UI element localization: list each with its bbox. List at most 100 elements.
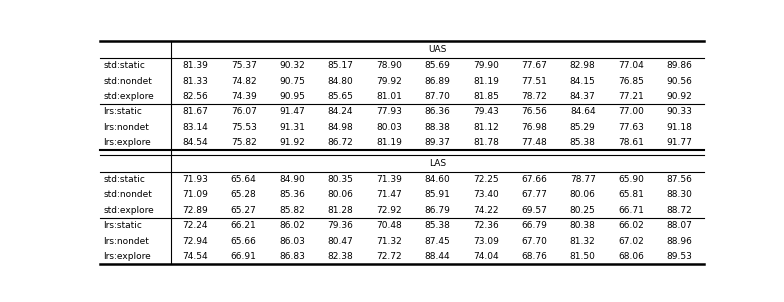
- Text: 65.27: 65.27: [230, 206, 256, 215]
- Text: 84.80: 84.80: [328, 77, 354, 85]
- Text: std:nondet: std:nondet: [103, 190, 152, 199]
- Text: 81.39: 81.39: [183, 61, 209, 70]
- Text: 86.83: 86.83: [279, 252, 305, 261]
- Text: 74.54: 74.54: [183, 252, 208, 261]
- Text: 75.37: 75.37: [230, 61, 256, 70]
- Text: 88.96: 88.96: [666, 236, 692, 246]
- Text: lrs:explore: lrs:explore: [103, 252, 151, 261]
- Text: 80.47: 80.47: [328, 236, 354, 246]
- Text: 75.53: 75.53: [230, 123, 256, 132]
- Text: 85.38: 85.38: [570, 138, 596, 147]
- Text: 90.95: 90.95: [279, 92, 305, 101]
- Text: 71.93: 71.93: [183, 175, 209, 184]
- Text: 84.24: 84.24: [328, 108, 354, 116]
- Text: 84.15: 84.15: [570, 77, 596, 85]
- Text: 91.77: 91.77: [666, 138, 692, 147]
- Text: 90.75: 90.75: [279, 77, 305, 85]
- Text: 77.51: 77.51: [521, 77, 547, 85]
- Text: 72.72: 72.72: [376, 252, 402, 261]
- Text: 91.92: 91.92: [279, 138, 305, 147]
- Text: 85.38: 85.38: [424, 221, 450, 230]
- Text: 86.02: 86.02: [279, 221, 305, 230]
- Text: 77.93: 77.93: [376, 108, 402, 116]
- Text: 89.53: 89.53: [666, 252, 692, 261]
- Text: 87.56: 87.56: [666, 175, 692, 184]
- Text: 85.82: 85.82: [279, 206, 305, 215]
- Text: 81.78: 81.78: [473, 138, 499, 147]
- Text: 72.36: 72.36: [473, 221, 499, 230]
- Text: std:static: std:static: [103, 61, 145, 70]
- Text: std:static: std:static: [103, 175, 145, 184]
- Text: 76.98: 76.98: [521, 123, 547, 132]
- Text: 71.09: 71.09: [183, 190, 209, 199]
- Text: 84.64: 84.64: [570, 108, 596, 116]
- Text: 81.28: 81.28: [328, 206, 354, 215]
- Text: 68.76: 68.76: [521, 252, 547, 261]
- Text: lrs:nondet: lrs:nondet: [103, 236, 149, 246]
- Text: 88.30: 88.30: [666, 190, 692, 199]
- Text: 66.02: 66.02: [619, 221, 644, 230]
- Text: 66.71: 66.71: [619, 206, 644, 215]
- Text: 74.04: 74.04: [473, 252, 499, 261]
- Text: 84.98: 84.98: [328, 123, 354, 132]
- Text: 81.85: 81.85: [473, 92, 499, 101]
- Text: 74.39: 74.39: [230, 92, 256, 101]
- Text: 78.72: 78.72: [521, 92, 547, 101]
- Text: 91.31: 91.31: [279, 123, 305, 132]
- Text: 79.90: 79.90: [473, 61, 499, 70]
- Text: 67.02: 67.02: [619, 236, 644, 246]
- Text: 68.06: 68.06: [619, 252, 644, 261]
- Text: lrs:static: lrs:static: [103, 108, 142, 116]
- Text: 65.28: 65.28: [230, 190, 256, 199]
- Text: 89.86: 89.86: [666, 61, 692, 70]
- Text: 67.77: 67.77: [521, 190, 547, 199]
- Text: 72.25: 72.25: [473, 175, 499, 184]
- Text: lrs:static: lrs:static: [103, 221, 142, 230]
- Text: 82.56: 82.56: [183, 92, 209, 101]
- Text: 90.32: 90.32: [279, 61, 305, 70]
- Text: 85.65: 85.65: [328, 92, 354, 101]
- Text: 86.03: 86.03: [279, 236, 305, 246]
- Text: 91.47: 91.47: [279, 108, 305, 116]
- Text: 74.82: 74.82: [231, 77, 256, 85]
- Text: 86.79: 86.79: [424, 206, 450, 215]
- Text: 73.40: 73.40: [473, 190, 499, 199]
- Text: 79.43: 79.43: [473, 108, 499, 116]
- Text: 88.38: 88.38: [424, 123, 450, 132]
- Text: 84.37: 84.37: [570, 92, 596, 101]
- Text: LAS: LAS: [429, 159, 446, 168]
- Text: 78.61: 78.61: [619, 138, 644, 147]
- Text: 77.48: 77.48: [521, 138, 547, 147]
- Text: 90.56: 90.56: [666, 77, 692, 85]
- Text: 86.72: 86.72: [328, 138, 354, 147]
- Text: 84.60: 84.60: [425, 175, 450, 184]
- Text: 72.24: 72.24: [183, 221, 208, 230]
- Text: 85.69: 85.69: [424, 61, 450, 70]
- Text: 71.32: 71.32: [376, 236, 402, 246]
- Text: 78.77: 78.77: [570, 175, 596, 184]
- Text: 65.64: 65.64: [230, 175, 256, 184]
- Text: 81.32: 81.32: [570, 236, 596, 246]
- Text: 83.14: 83.14: [183, 123, 209, 132]
- Text: lrs:nondet: lrs:nondet: [103, 123, 149, 132]
- Text: 85.29: 85.29: [570, 123, 596, 132]
- Text: 90.92: 90.92: [666, 92, 692, 101]
- Text: 67.66: 67.66: [521, 175, 547, 184]
- Text: 79.36: 79.36: [328, 221, 354, 230]
- Text: 80.25: 80.25: [570, 206, 596, 215]
- Text: 72.92: 72.92: [376, 206, 402, 215]
- Text: 77.04: 77.04: [619, 61, 644, 70]
- Text: 69.57: 69.57: [521, 206, 547, 215]
- Text: 81.12: 81.12: [473, 123, 499, 132]
- Text: 74.22: 74.22: [473, 206, 499, 215]
- Text: 81.19: 81.19: [473, 77, 499, 85]
- Text: 65.81: 65.81: [619, 190, 644, 199]
- Text: 85.91: 85.91: [424, 190, 450, 199]
- Text: 80.38: 80.38: [570, 221, 596, 230]
- Text: 88.07: 88.07: [666, 221, 692, 230]
- Text: 72.89: 72.89: [183, 206, 209, 215]
- Text: 78.90: 78.90: [376, 61, 402, 70]
- Text: 90.33: 90.33: [666, 108, 692, 116]
- Text: 77.67: 77.67: [521, 61, 547, 70]
- Text: 88.44: 88.44: [425, 252, 450, 261]
